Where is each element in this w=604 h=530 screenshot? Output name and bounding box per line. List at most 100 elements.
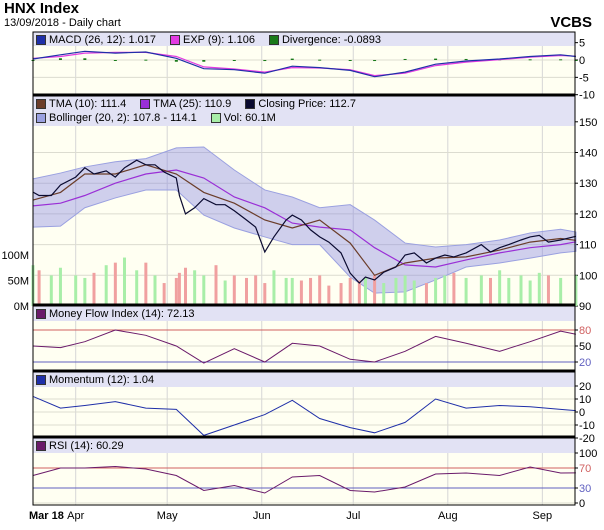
legend-swatch: [210, 113, 221, 123]
volume-bar: [357, 280, 361, 306]
rsi-line: [32, 465, 576, 494]
volume-bar: [339, 283, 343, 306]
y-tick-label: 120: [579, 209, 597, 221]
volume-bar: [464, 277, 468, 306]
y-tick-label: -10: [579, 90, 595, 102]
y-tick-label: 140: [579, 148, 597, 160]
y-tick-label: 50: [579, 341, 591, 353]
volume-bar: [202, 275, 206, 306]
volume-bar: [153, 275, 157, 306]
volume-bar: [92, 272, 96, 306]
y-tick-label: 90: [579, 301, 591, 313]
volume-bar: [135, 270, 139, 306]
volume-bar: [559, 277, 563, 306]
y-tick-label: 70: [579, 463, 591, 475]
volume-bar: [318, 275, 322, 306]
legend-item-volume: Vol: 60.1M: [210, 112, 276, 124]
divergence-bar: [348, 60, 352, 61]
legend-label: EXP (9): 1.106: [183, 34, 255, 46]
volume-bar: [489, 277, 492, 306]
panel-legend-band: [33, 437, 575, 453]
legend-label: MACD (26, 12): 1.017: [49, 34, 156, 46]
volume-bar: [434, 277, 438, 306]
volume-bar: [412, 280, 416, 306]
y-tick-label: 100: [579, 270, 597, 282]
legend-swatch: [36, 113, 46, 123]
legend-swatch: [140, 99, 151, 109]
y-tick-label: -5: [579, 72, 589, 84]
y-tick-label: 80: [579, 325, 591, 337]
y-tick-label: 100: [579, 448, 597, 460]
x-tick-label: Jun: [253, 510, 271, 522]
volume-bar: [177, 272, 181, 306]
volume-tick-label: 50M: [8, 276, 29, 288]
y-tick-label: 110: [579, 240, 597, 252]
volume-bar: [537, 272, 541, 306]
volume-bar: [394, 277, 398, 306]
volume-bar: [245, 277, 248, 306]
divergence-bar: [58, 58, 62, 60]
volume-bar: [424, 283, 428, 306]
volume-bar: [403, 275, 407, 306]
volume-bar: [507, 277, 511, 306]
volume-bar: [74, 275, 78, 306]
y-tick-label: 130: [579, 178, 597, 190]
divergence-bar: [290, 58, 294, 60]
volume-bar: [348, 277, 352, 306]
volume-bar: [382, 283, 386, 306]
legend-swatch: [245, 99, 256, 109]
price-legend-row1: TMA (10): 111.4 TMA (25): 110.9 Closing …: [36, 98, 356, 110]
divergence-bar: [174, 60, 178, 62]
volume-bar: [162, 283, 166, 306]
volume-bar: [58, 267, 62, 306]
legend-swatch: [36, 309, 46, 319]
legend-item-bollinger: Bollinger (20, 2): 107.8 - 114.1: [36, 112, 197, 124]
volume-bar: [174, 277, 178, 306]
legend-swatch: [36, 35, 46, 45]
macd-legend: MACD (26, 12): 1.017 EXP (9): 1.106 Dive…: [36, 34, 381, 46]
momentum-legend: Momentum (12): 1.04: [36, 374, 154, 386]
legend-item-exp: EXP (9): 1.106: [170, 34, 255, 46]
legend-item-tma25: TMA (25): 110.9: [140, 98, 231, 110]
volume-bar: [113, 262, 117, 306]
volume-bar: [104, 265, 108, 306]
legend-label: Closing Price: 112.7: [258, 98, 356, 110]
legend-swatch: [36, 375, 46, 385]
legend-swatch: [36, 99, 46, 109]
legend-item-tma10: TMA (10): 111.4: [36, 98, 126, 110]
mfi-legend: Money Flow Index (14): 72.13: [36, 308, 195, 320]
legend-label: TMA (10): 111.4: [49, 98, 127, 110]
divergence-bar: [574, 60, 578, 61]
brand-label: VCBS: [550, 14, 592, 31]
y-tick-label: 0: [579, 498, 585, 510]
y-tick-label: 20: [579, 381, 591, 393]
volume-bar: [37, 270, 41, 306]
volume-bar: [452, 272, 456, 306]
volume-bar: [123, 257, 126, 306]
volume-bar: [519, 275, 523, 306]
x-tick-label: Mar 18: [29, 510, 64, 522]
legend-item-divergence: Divergence: -0.0893: [268, 34, 381, 46]
x-tick-label: Apr: [67, 510, 84, 522]
x-tick-label: Jul: [346, 510, 360, 522]
volume-bar: [214, 265, 218, 306]
volume-tick-label: 100M: [1, 250, 29, 262]
y-tick-label: 30: [579, 483, 591, 495]
legend-item-rsi: RSI (14): 60.29: [36, 440, 124, 452]
panel-legend-band: [33, 371, 575, 387]
volume-bar: [193, 270, 197, 306]
y-tick-label: 0: [579, 407, 585, 419]
volume-bar: [299, 280, 303, 306]
divergence-bar: [318, 59, 322, 61]
volume-bar: [373, 275, 377, 306]
volume-bar: [574, 275, 578, 306]
divergence-bar: [113, 60, 117, 61]
rsi-legend: RSI (14): 60.29: [36, 440, 124, 452]
closing-price-line: [32, 159, 577, 284]
volume-bar: [49, 275, 53, 306]
divergence-bar: [403, 58, 407, 60]
chart-subtitle: 13/09/2018 - Daily chart: [4, 17, 121, 29]
volume-bar: [272, 270, 276, 306]
